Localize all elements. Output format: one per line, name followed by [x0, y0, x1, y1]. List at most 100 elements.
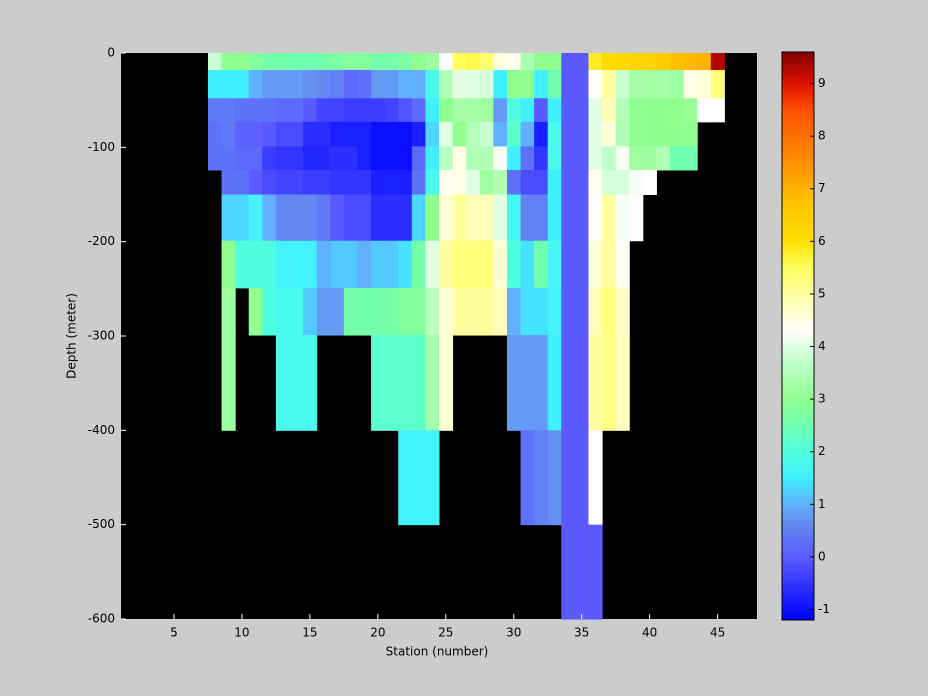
colorbar-segment: [782, 478, 814, 505]
colorbar-segment: [782, 293, 814, 332]
heatmap-cell: [275, 121, 291, 147]
y-tick-label: -500: [88, 517, 115, 531]
heatmap-cell: [670, 146, 685, 171]
heatmap-cell: [398, 194, 413, 242]
heatmap-cell: [357, 146, 372, 171]
heatmap-cell: [289, 287, 304, 336]
colorbar-frame: [781, 51, 815, 621]
heatmap-cell: [534, 287, 549, 336]
colorbar-segment: [782, 609, 814, 621]
heatmap-cell: [357, 194, 372, 242]
heatmap-cell: [235, 53, 250, 71]
heatmap-cell: [615, 53, 630, 71]
heatmap-cell: [479, 169, 494, 195]
heatmap-cell: [248, 121, 263, 147]
heatmap-cell: [439, 287, 454, 336]
x-tick-label: 5: [170, 626, 178, 640]
heatmap-cell: [248, 169, 263, 195]
heatmap-cell: [248, 53, 263, 71]
heatmap-cell: [547, 240, 562, 289]
x-tick-label: 20: [370, 626, 385, 640]
heatmap-cell: [303, 335, 318, 431]
heatmap-cell: [588, 194, 603, 242]
heatmap-cell: [466, 169, 481, 195]
heatmap-cell: [534, 169, 549, 195]
y-tick-label: -400: [88, 423, 115, 437]
heatmap-cell: [275, 287, 291, 336]
heatmap-cell: [411, 194, 426, 242]
heatmap-cell: [561, 121, 576, 147]
y-tick-label: -300: [88, 329, 115, 343]
heatmap-cell: [452, 169, 467, 195]
heatmap-cell: [371, 121, 386, 147]
colorbar-segment: [782, 556, 814, 610]
heatmap-cell: [642, 98, 657, 123]
heatmap-cell: [330, 194, 345, 242]
heatmap-cell: [384, 335, 399, 431]
heatmap-cell: [316, 98, 331, 123]
heatmap-cell: [452, 287, 467, 336]
heatmap-cell: [411, 335, 426, 431]
colorbar-tick-label: 1: [818, 497, 826, 511]
heatmap-cell: [289, 335, 304, 431]
heatmap-cell: [615, 98, 630, 123]
heatmap-cell: [602, 169, 617, 195]
heatmap-cell: [670, 53, 685, 71]
heatmap-cell: [534, 53, 549, 71]
heatmap-cell: [479, 240, 494, 289]
heatmap-cell: [466, 69, 481, 99]
heatmap-cell: [439, 240, 454, 289]
colorbar-tick-label: 9: [818, 76, 826, 90]
heatmap-cell: [316, 287, 331, 336]
heatmap-cell: [534, 194, 549, 242]
heatmap-cell: [642, 121, 657, 147]
heatmap-cell: [466, 121, 481, 147]
heatmap-cell: [629, 98, 644, 123]
heatmap-cell: [275, 335, 291, 431]
heatmap-cell: [371, 69, 386, 99]
heatmap-cell: [425, 194, 440, 242]
heatmap-cell: [520, 121, 535, 147]
heatmap-cell: [493, 287, 508, 336]
heatmap-cell: [235, 146, 250, 171]
heatmap-cell: [330, 53, 345, 71]
heatmap-cell: [506, 53, 522, 71]
heatmap-cell: [398, 287, 413, 336]
heatmap-cell: [479, 146, 494, 171]
heatmap-cell: [357, 287, 372, 336]
heatmap-cell: [398, 240, 413, 289]
heatmap-cell: [398, 121, 413, 147]
heatmap-cell: [642, 69, 657, 99]
heatmap-cell: [248, 69, 263, 99]
heatmap-cell: [357, 53, 372, 71]
heatmap-cell: [683, 146, 698, 171]
heatmap-cell: [343, 240, 358, 289]
heatmap-cell: [615, 146, 630, 171]
heatmap-cell: [248, 240, 263, 289]
heatmap-cell: [629, 121, 644, 147]
heatmap-cell: [602, 53, 617, 71]
heatmap-cell: [411, 430, 426, 526]
heatmap-cell: [425, 240, 440, 289]
heatmap-cell: [398, 335, 413, 431]
heatmap-cell: [602, 335, 617, 431]
heatmap-cell: [371, 335, 386, 431]
heatmap-cell: [248, 287, 263, 336]
heatmap-cell: [588, 53, 603, 71]
heatmap-cell: [493, 69, 508, 99]
heatmap-cell: [275, 98, 291, 123]
heatmap-cell: [330, 121, 345, 147]
heatmap-cell: [493, 169, 508, 195]
heatmap-cell: [303, 240, 318, 289]
heatmap-cell: [384, 169, 399, 195]
heatmap-cell: [683, 121, 698, 147]
heatmap-cell: [316, 69, 331, 99]
heatmap-cell: [384, 146, 399, 171]
heatmap-cell: [343, 169, 358, 195]
heatmap-cell: [466, 194, 481, 242]
heatmap-cell: [520, 430, 535, 526]
heatmap-cell: [670, 98, 685, 123]
heatmap-cell: [384, 98, 399, 123]
heatmap-cell: [303, 287, 318, 336]
